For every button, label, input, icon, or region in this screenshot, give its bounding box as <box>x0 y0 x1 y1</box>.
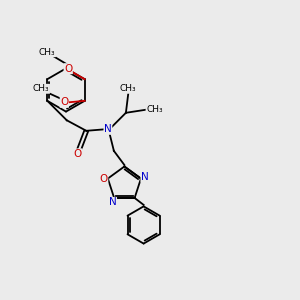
Text: N: N <box>141 172 149 182</box>
Text: O: O <box>64 64 72 74</box>
Text: O: O <box>100 173 108 184</box>
Text: O: O <box>60 97 68 107</box>
Text: O: O <box>74 149 82 159</box>
Text: N: N <box>109 197 116 208</box>
Text: CH₃: CH₃ <box>39 48 56 57</box>
Text: CH₃: CH₃ <box>120 84 136 93</box>
Text: CH₃: CH₃ <box>146 105 163 114</box>
Text: CH₃: CH₃ <box>33 84 50 93</box>
Text: N: N <box>104 124 112 134</box>
